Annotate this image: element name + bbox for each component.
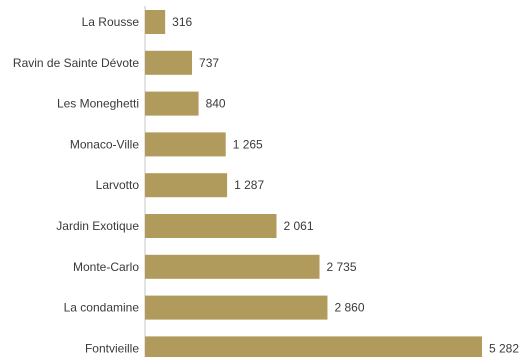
category-labels: La Rousse Ravin de Sainte Dévote Les Moneg… [13, 15, 139, 355]
category-label: La condamine [64, 301, 140, 315]
bar [145, 132, 226, 157]
value-label: 737 [199, 56, 219, 70]
category-label: Jardin Exotique [56, 219, 139, 233]
category-label: Les Moneghetti [57, 97, 139, 111]
value-label: 316 [172, 15, 192, 29]
bar [145, 336, 482, 357]
category-label: Larvotto [96, 178, 140, 192]
bar [145, 214, 277, 238]
value-labels: 316 737 840 1 265 1 287 2 061 2 735 2 860 5 282 [172, 15, 519, 355]
category-label: La Rousse [82, 15, 140, 29]
bars [145, 10, 482, 357]
value-label: 1 265 [233, 137, 263, 151]
bar [145, 10, 166, 34]
category-label: Monte-Carlo [73, 260, 139, 274]
bar [145, 295, 328, 320]
category-label: Ravin de Sainte Dévote [13, 56, 139, 70]
value-label: 1 287 [234, 178, 264, 192]
value-label: 840 [206, 97, 226, 111]
bar [145, 91, 199, 116]
value-label: 2 735 [326, 260, 356, 274]
bar [145, 50, 193, 75]
category-label: Monaco-Ville [70, 137, 139, 151]
value-label: 2 061 [283, 219, 313, 233]
value-label: 5 282 [489, 341, 519, 355]
bar [145, 173, 228, 198]
category-label: Fontvieille [85, 341, 139, 355]
value-label: 2 860 [334, 301, 364, 315]
bar [145, 254, 320, 279]
